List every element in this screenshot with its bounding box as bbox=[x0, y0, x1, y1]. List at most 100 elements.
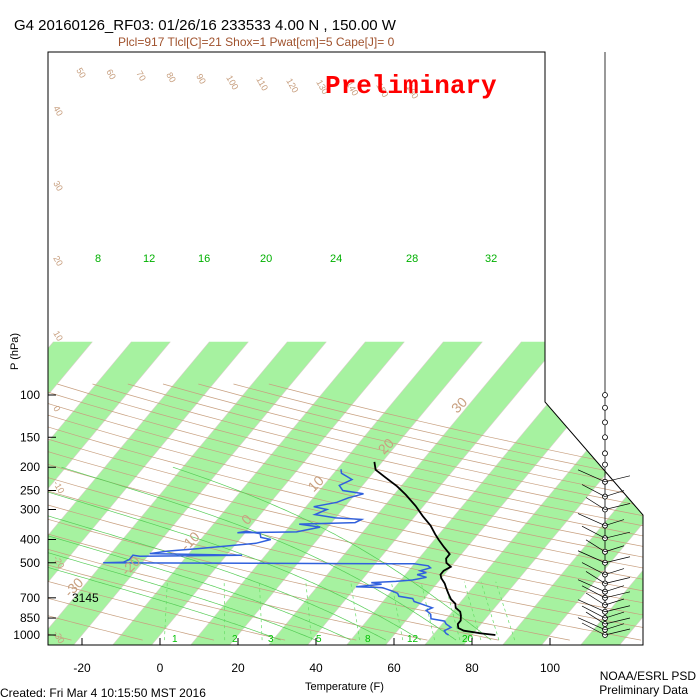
mixing-ratio-line bbox=[463, 581, 482, 641]
wind-barb bbox=[585, 611, 606, 625]
wind-barb bbox=[604, 598, 625, 606]
pressure-tick-label: 150 bbox=[20, 430, 40, 444]
wind-barb bbox=[604, 556, 631, 564]
dry-adiabat-label: 90 bbox=[194, 72, 208, 86]
dry-adiabat-line bbox=[48, 383, 428, 641]
wind-barb-column bbox=[577, 52, 631, 638]
dry-adiabat-line bbox=[48, 383, 642, 641]
wind-barb bbox=[585, 571, 606, 584]
mixing-ratio-bottom-label: 8 bbox=[365, 634, 371, 645]
temperature-axis: -20 0 20 40 60 80 100 bbox=[73, 638, 560, 675]
mixing-ratio-top-label: 8 bbox=[95, 253, 101, 265]
preliminary-data-label: Preliminary Data bbox=[599, 683, 688, 697]
dry-adiabats bbox=[48, 383, 643, 641]
wind-barb bbox=[577, 550, 606, 564]
wind-barb bbox=[604, 577, 631, 584]
pressure-tick-label: 700 bbox=[20, 591, 40, 605]
wind-station-circle bbox=[602, 392, 608, 398]
dry-adiabat-line bbox=[48, 383, 643, 641]
wind-barb bbox=[585, 592, 606, 606]
dry-adiabat-line bbox=[48, 383, 643, 641]
dry-adiabat-label: 50 bbox=[74, 66, 88, 80]
plot-frame bbox=[47, 51, 644, 646]
chart-subtitle: Plcl=917 Tlcl[C]=21 Shox=1 Pwat[cm]=5 Ca… bbox=[118, 35, 395, 49]
wind-barb bbox=[604, 503, 631, 510]
dry-adiabat-line bbox=[48, 383, 570, 641]
isotherm-line bbox=[580, 341, 643, 645]
moist-adiabats bbox=[48, 466, 492, 641]
moist-adiabat-line bbox=[48, 466, 422, 641]
wind-station-circle bbox=[602, 404, 608, 411]
wind-barb bbox=[604, 490, 625, 497]
dry-adiabat-line bbox=[57, 383, 643, 641]
isotherm-line bbox=[48, 341, 288, 645]
wind-barb bbox=[577, 599, 606, 613]
dry-adiabat-label: 60 bbox=[104, 68, 118, 82]
isotherm-line bbox=[268, 341, 522, 645]
wind-barb bbox=[581, 484, 606, 497]
mixing-ratio-bottom-label: 5 bbox=[316, 634, 322, 645]
mixing-ratio-top-label: 12 bbox=[143, 253, 155, 265]
pressure-tick-label: 200 bbox=[20, 460, 40, 474]
pressure-tick-label: 850 bbox=[20, 611, 40, 625]
y-axis-label: P (hPa) bbox=[9, 333, 21, 370]
left-edge-label: 10 bbox=[51, 329, 65, 343]
pressure-tick-label: 300 bbox=[20, 503, 40, 517]
isotherm-line bbox=[48, 341, 249, 645]
dry-adiabat-line bbox=[127, 383, 643, 641]
isotherm-line bbox=[48, 341, 132, 645]
isotherm-band bbox=[48, 341, 327, 645]
moist-adiabat-line bbox=[48, 466, 351, 641]
mixing-ratio-bottom-label: 20 bbox=[462, 634, 474, 645]
dry-adiabat-line bbox=[48, 383, 643, 641]
wind-barb bbox=[581, 562, 606, 575]
wind-barb bbox=[604, 623, 625, 630]
isotherm-line bbox=[48, 341, 93, 645]
mixing-ratio-bottom-label: 3 bbox=[268, 634, 274, 645]
mixing-ratio-top-label: 28 bbox=[406, 253, 418, 265]
created-timestamp: Created: Fri Mar 4 10:15:50 MST 2016 bbox=[0, 686, 206, 700]
wind-barb bbox=[577, 579, 606, 593]
dry-adiabat-line bbox=[48, 383, 643, 641]
isotherm-line bbox=[190, 341, 444, 645]
moist-adiabat-line bbox=[48, 466, 316, 641]
dry-adiabat-line bbox=[48, 383, 643, 641]
left-edge-label: 0 bbox=[51, 404, 62, 413]
temperature-tick-label: 100 bbox=[540, 661, 560, 675]
moist-adiabat-line bbox=[48, 466, 281, 641]
dry-adiabat-line bbox=[48, 383, 286, 641]
mixing-ratio-bottom-label: 2 bbox=[232, 634, 238, 645]
pressure-tick-label: 1000 bbox=[13, 628, 40, 642]
dry-adiabat-line bbox=[48, 383, 143, 641]
dry-adiabat-line bbox=[92, 383, 643, 641]
wind-station-circle bbox=[602, 461, 608, 468]
mixing-ratio-bottom-label: 1 bbox=[172, 634, 178, 645]
wind-barb bbox=[577, 469, 606, 483]
wind-barb bbox=[604, 591, 631, 599]
temperature-tick-label: 40 bbox=[309, 661, 323, 675]
mixing-ratio-line bbox=[350, 581, 360, 641]
dry-adiabat-line bbox=[48, 383, 643, 641]
isotherm-band bbox=[268, 341, 561, 645]
temperature-trace bbox=[373, 461, 496, 636]
dry-adiabat-line bbox=[48, 383, 643, 641]
wind-barb bbox=[577, 617, 606, 630]
mixing-ratio-top-label: 32 bbox=[485, 253, 497, 265]
wind-station-circle bbox=[602, 450, 608, 457]
temperature-tick-label: 60 bbox=[387, 661, 401, 675]
mixing-ratio-line bbox=[495, 581, 516, 641]
isotherm-line bbox=[151, 341, 405, 645]
wind-barb bbox=[577, 513, 606, 526]
left-edge-label: 30 bbox=[51, 179, 65, 193]
isotherm-band bbox=[502, 341, 643, 645]
dry-adiabat-label: 70 bbox=[134, 69, 148, 83]
chart-title: G4 20160126_RF03: 01/26/16 233533 4.00 N… bbox=[14, 17, 397, 34]
dry-adiabat-label: 80 bbox=[164, 71, 178, 85]
organization-label: NOAA/ESRL PSD bbox=[600, 669, 697, 683]
wind-barb bbox=[604, 568, 625, 575]
pressure-tick-label: 500 bbox=[20, 556, 40, 570]
isotherm-line bbox=[541, 341, 643, 645]
dry-adiabat-line bbox=[162, 383, 643, 641]
